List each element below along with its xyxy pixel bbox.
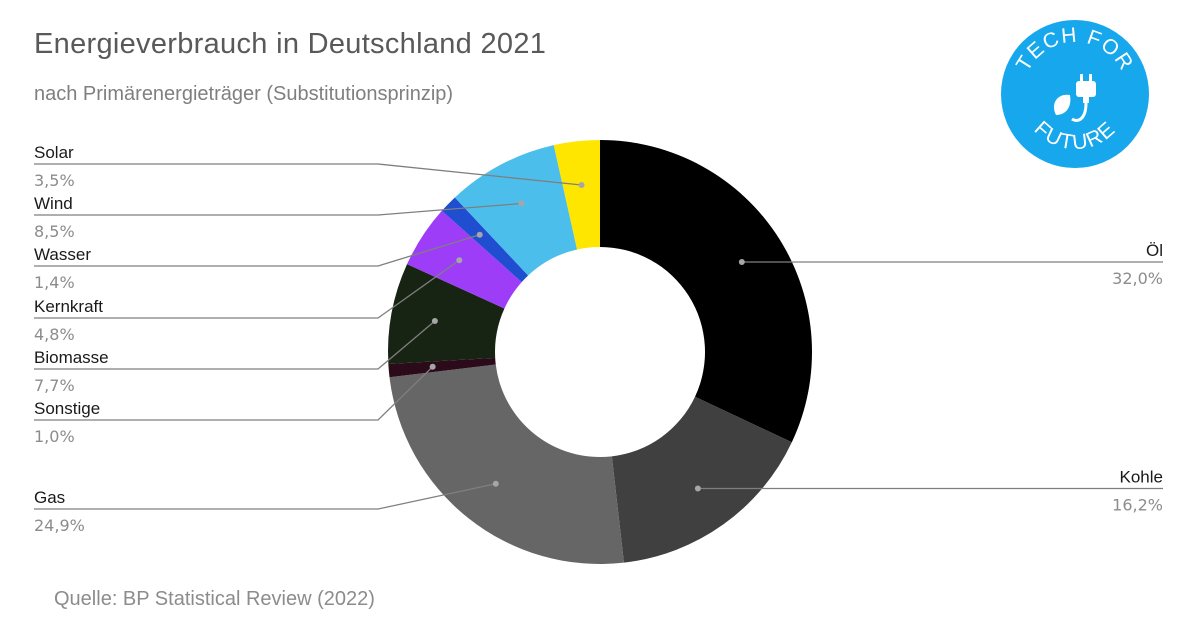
label-value-solar: 3,5% bbox=[34, 171, 75, 190]
leader-line-sonstige bbox=[34, 366, 434, 421]
leader-dot-wind bbox=[518, 200, 525, 207]
chart-subtitle: nach Primärenergieträger (Substitutionsp… bbox=[34, 83, 454, 105]
slices bbox=[388, 140, 812, 564]
slice-kernkraft bbox=[407, 210, 522, 309]
chart-title: Energieverbrauch in Deutschland 2021 bbox=[34, 28, 547, 60]
slice-oel bbox=[600, 140, 812, 443]
label-name-wind: Wind bbox=[34, 194, 73, 213]
slice-wind bbox=[454, 145, 578, 276]
leader-line-biomasse bbox=[34, 320, 436, 370]
label-value-gas: 24,9% bbox=[34, 516, 85, 535]
slice-labels: Öl 32,0% Kohle 16,2% Gas 24,9% Sonstige 1,0% Bio… bbox=[34, 143, 1163, 535]
leader-line-gas bbox=[34, 483, 496, 510]
label-value-wasser: 1,4% bbox=[34, 273, 75, 292]
slice-kohle bbox=[611, 396, 792, 563]
label-name-gas: Gas bbox=[34, 488, 65, 507]
leader-line-solar bbox=[34, 163, 582, 186]
leader-dot-wasser bbox=[476, 231, 483, 238]
slice-wasser bbox=[441, 197, 529, 283]
leader-dot-biomasse bbox=[431, 318, 438, 325]
slice-biomasse bbox=[388, 264, 505, 364]
leader-line-wasser bbox=[34, 234, 480, 267]
slice-solar bbox=[553, 140, 600, 250]
label-name-biomasse: Biomasse bbox=[34, 348, 109, 367]
label-value-sonstige: 1,0% bbox=[34, 427, 75, 446]
plug-leaf-icon bbox=[1053, 74, 1096, 122]
slice-sonstige bbox=[388, 357, 496, 378]
label-name-kohle: Kohle bbox=[1120, 468, 1163, 487]
leader-dot-kernkraft bbox=[456, 257, 463, 264]
tech-for-future-logo: TECH FOR FUTURE bbox=[1001, 20, 1149, 168]
label-value-biomasse: 7,7% bbox=[34, 376, 75, 395]
label-value-oel: 32,0% bbox=[1112, 269, 1163, 288]
leader-dot-sonstige bbox=[429, 363, 436, 370]
leader-line-wind bbox=[34, 202, 522, 216]
label-name-kernkraft: Kernkraft bbox=[34, 297, 103, 316]
leader-line-kernkraft bbox=[34, 259, 460, 319]
leader-dot-kohle bbox=[694, 485, 701, 492]
leader-dot-oel bbox=[738, 258, 745, 265]
slice-gas bbox=[389, 364, 624, 564]
label-name-sonstige: Sonstige bbox=[34, 399, 100, 418]
label-name-oel: Öl bbox=[1146, 241, 1163, 260]
leader-lines bbox=[34, 163, 1163, 510]
leader-dot-gas bbox=[492, 480, 499, 487]
label-name-solar: Solar bbox=[34, 143, 74, 162]
chart-source: Quelle: BP Statistical Review (2022) bbox=[54, 588, 375, 610]
label-value-wind: 8,5% bbox=[34, 222, 75, 241]
label-value-kohle: 16,2% bbox=[1112, 496, 1163, 515]
label-name-wasser: Wasser bbox=[34, 245, 91, 264]
label-value-kernkraft: 4,8% bbox=[34, 325, 75, 344]
leader-dot-solar bbox=[578, 182, 585, 189]
